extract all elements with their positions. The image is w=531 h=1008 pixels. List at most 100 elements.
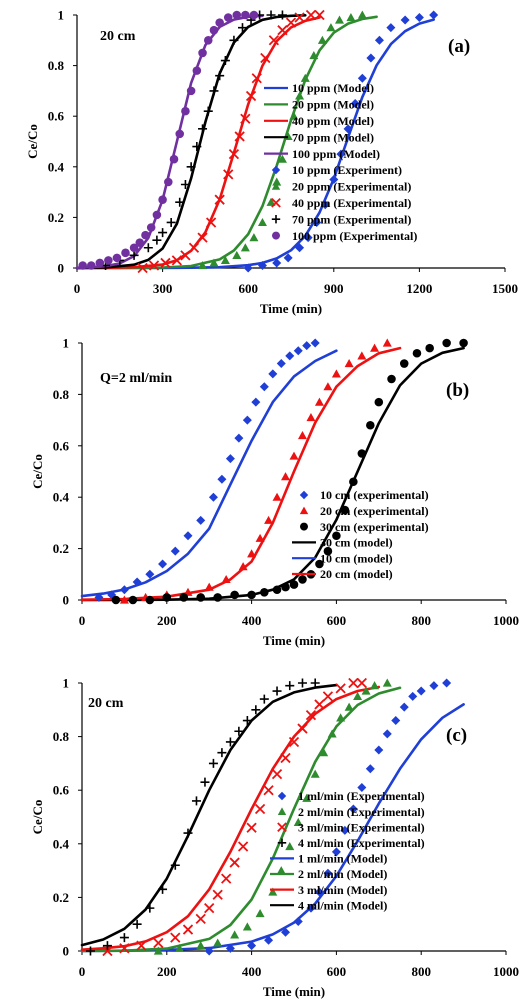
data-point: [277, 154, 287, 163]
data-point: [302, 793, 312, 802]
data-point: [234, 131, 245, 142]
legend-swatch: [271, 197, 281, 208]
y-tick-label: 0.6: [53, 783, 70, 798]
data-point: [234, 433, 244, 443]
data-point: [104, 256, 113, 265]
data-point: [183, 828, 193, 838]
data-point: [268, 887, 278, 896]
data-point: [180, 180, 190, 190]
data-point: [213, 593, 222, 602]
data-point: [305, 710, 317, 721]
legend-entry: 2 ml/min (Experimental): [277, 805, 425, 819]
legend-label: 4 ml/min (Model): [298, 898, 387, 912]
legend-entry: 70 ppm (Experimental): [271, 212, 411, 226]
data-point: [331, 369, 341, 378]
data-point: [119, 595, 129, 604]
data-point: [143, 243, 153, 253]
legend-entry: 1 ml/min (Model): [270, 852, 387, 866]
data-point: [374, 745, 384, 755]
data-point: [221, 574, 231, 584]
data-point: [132, 919, 142, 929]
data-point: [220, 255, 230, 265]
y-axis-label: Ce/Co: [30, 800, 45, 835]
y-axis-label: Ce/Co: [30, 454, 45, 489]
data-point: [297, 431, 307, 440]
data-point: [366, 53, 376, 63]
data-point: [260, 588, 269, 597]
legend-entry: 30 cm (experimental): [300, 520, 429, 534]
data-point: [247, 941, 257, 951]
data-point: [217, 748, 227, 758]
panel-annotation: 20 cm: [88, 696, 124, 711]
data-point: [209, 86, 219, 96]
data-point: [357, 73, 367, 83]
data-point: [314, 397, 324, 406]
legend-label: 4 ml/min (Experimental): [298, 836, 425, 850]
panel-annotation: Q=2 ml/min: [100, 371, 172, 386]
x-axis-label: Time (min): [263, 984, 325, 999]
legend-label: 1 ml/min (Model): [298, 852, 387, 866]
data-point: [251, 73, 262, 84]
legend-label: 1 ml/min (Experimental): [298, 789, 425, 803]
x-tick-label: 0: [74, 281, 81, 296]
y-tick-label: 0.4: [48, 159, 65, 174]
data-point: [204, 582, 214, 591]
data-point: [289, 451, 299, 460]
data-point: [272, 258, 282, 268]
data-point: [357, 351, 367, 360]
data-point: [349, 477, 358, 487]
legend-entry: 10 cm (model): [292, 551, 393, 565]
panel-label: (b): [446, 380, 469, 401]
data-point: [204, 946, 214, 956]
legend-swatch: [277, 791, 287, 801]
legend-label: 20 ppm (Model): [292, 98, 374, 112]
data-point: [204, 902, 215, 914]
legend-entry: 1 ml/min (Experimental): [277, 789, 425, 803]
data-point: [145, 903, 155, 913]
data-point: [158, 884, 168, 894]
data-point: [344, 702, 354, 711]
legend-entry: 100 ppm (Model): [264, 147, 380, 161]
legend-swatch: [277, 822, 287, 833]
data-point: [346, 13, 356, 22]
y-tick-label: 0.2: [53, 541, 69, 556]
data-point: [245, 90, 257, 102]
data-point: [314, 9, 325, 21]
x-tick-label: 600: [327, 964, 347, 979]
data-point: [160, 257, 171, 269]
x-tick-label: 800: [411, 964, 431, 979]
data-point: [197, 232, 208, 243]
data-point: [229, 35, 239, 45]
x-tick-label: 0: [79, 964, 86, 979]
data-point: [249, 10, 259, 20]
data-point: [181, 106, 190, 116]
data-point: [170, 932, 181, 943]
data-point: [429, 10, 439, 20]
data-point: [162, 593, 172, 602]
data-point: [209, 25, 219, 35]
data-point: [283, 253, 293, 263]
data-point: [295, 243, 305, 253]
data-point: [309, 50, 319, 60]
data-point: [78, 261, 87, 270]
legend-entry: 40 ppm (Model): [264, 114, 374, 128]
data-point: [268, 369, 278, 379]
data-point: [357, 449, 367, 458]
data-point: [129, 243, 139, 253]
legend-entry: 4 ml/min (Model): [270, 898, 387, 912]
data-point: [242, 922, 252, 931]
data-point: [285, 351, 295, 361]
axis-lines: [76, 15, 505, 269]
legend-entry: 20 cm (experimental): [299, 504, 429, 518]
data-point: [322, 691, 334, 702]
data-point: [314, 699, 325, 710]
data-point: [288, 736, 300, 748]
legend-label: 40 ppm (Experimental): [292, 196, 411, 210]
data-point: [179, 593, 189, 602]
data-point: [302, 341, 312, 351]
data-point: [319, 748, 329, 757]
data-point: [186, 162, 196, 172]
legend-label: 40 ppm (Model): [292, 114, 374, 128]
panel-annotation: 20 cm: [100, 29, 136, 44]
data-point: [146, 223, 156, 232]
